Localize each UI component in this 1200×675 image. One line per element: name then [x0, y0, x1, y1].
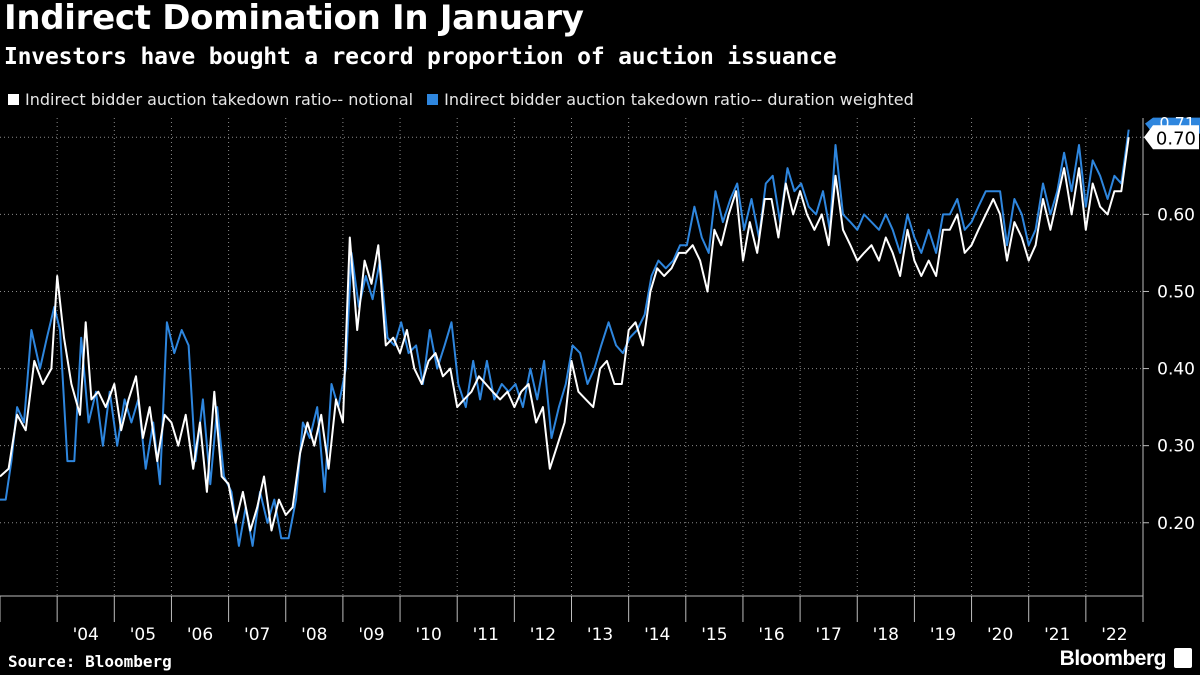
legend-swatch-notional: [8, 94, 19, 105]
brand-logo-text: Bloomberg: [1059, 647, 1167, 670]
x-tick-label: '11: [473, 625, 499, 645]
legend-swatch-duration-weighted: [427, 94, 439, 105]
series-line-notional: [0, 137, 1130, 532]
y-tick-label: 0.20: [1157, 514, 1195, 534]
y-tick-label: 0.30: [1157, 437, 1195, 457]
source-note: Source: Bloomberg: [8, 652, 172, 671]
x-tick-label: '05: [130, 625, 156, 645]
x-tick-label: '15: [701, 625, 727, 645]
x-tick-label: '14: [644, 625, 670, 645]
y-tick-label: 0.60: [1157, 205, 1195, 225]
x-tick-label: '17: [816, 625, 842, 645]
x-tick-label: '22: [1101, 625, 1127, 645]
x-tick-label: '06: [187, 625, 213, 645]
end-label-notional: 0.70: [1156, 128, 1196, 149]
chart-subtitle: Investors have bought a record proportio…: [4, 44, 837, 70]
legend: Indirect bidder auction takedown ratio--…: [8, 90, 914, 109]
bloomberg-icon: [1174, 648, 1192, 668]
x-tick-label: '12: [530, 625, 556, 645]
legend-item-duration-weighted: Indirect bidder auction takedown ratio--…: [427, 90, 914, 109]
x-tick-label: '21: [1044, 625, 1070, 645]
legend-item-notional: Indirect bidder auction takedown ratio--…: [8, 90, 413, 109]
x-tick-label: '08: [301, 625, 327, 645]
x-tick-label: '19: [930, 625, 956, 645]
x-tick-label: '13: [587, 625, 613, 645]
x-tick-label: '07: [244, 625, 270, 645]
x-tick-label: '16: [758, 625, 784, 645]
chart-title: Indirect Domination In January: [4, 0, 584, 38]
legend-label-notional: Indirect bidder auction takedown ratio--…: [25, 90, 414, 109]
x-tick-label: '10: [415, 625, 441, 645]
end-label-box-notional: [1144, 125, 1199, 150]
y-tick-label: 0.40: [1157, 360, 1195, 380]
x-tick-label: '04: [73, 625, 99, 645]
x-tick-label: '09: [358, 625, 384, 645]
y-tick-label: 0.50: [1157, 282, 1195, 302]
x-tick-label: '18: [873, 625, 899, 645]
legend-label-duration-weighted: Indirect bidder auction takedown ratio--…: [444, 90, 914, 109]
x-tick-label: '20: [987, 625, 1013, 645]
series-line-duration-weighted: [0, 129, 1130, 547]
